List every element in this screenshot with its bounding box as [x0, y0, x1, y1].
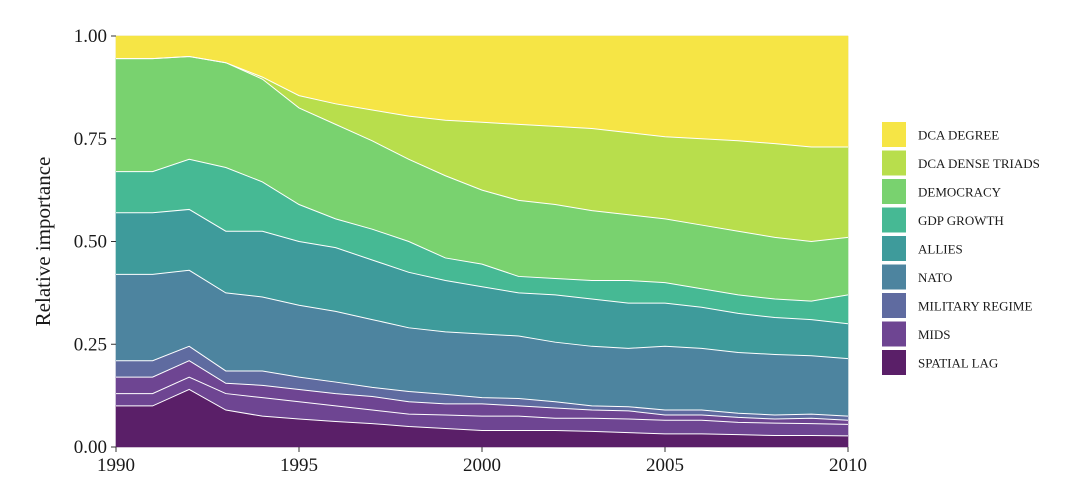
axes: 0.00 0.25 0.50 0.75 1.00 1990 1995 2000 2005 2010… — [31, 26, 867, 476]
x-tick-label: 2000 — [463, 455, 501, 476]
legend-label: DCA DEGREE — [918, 128, 999, 143]
x-tick-label: 1990 — [97, 455, 135, 476]
legend-label: MIDS — [918, 327, 951, 342]
legend-label: SPATIAL LAG — [918, 356, 998, 371]
series-boundary-line — [116, 345, 849, 417]
legend-label: DCA DENSE TRIADS — [918, 156, 1040, 171]
x-tick-label: 2005 — [646, 455, 684, 476]
legend-label: GDP GROWTH — [918, 213, 1004, 228]
y-axis-title: Relative importance — [31, 157, 55, 327]
y-tick-label: 0.75 — [74, 129, 107, 150]
y-tick-label: 0.50 — [74, 232, 107, 253]
series-boundary-line — [116, 388, 849, 437]
x-tick-label: 2010 — [829, 455, 867, 476]
legend-label: MILITARY REGIME — [918, 299, 1032, 314]
legend: DCA DEGREE DCA DENSE TRIADS DEMOCRACY GDP G… — [882, 122, 1040, 375]
legend-swatch — [882, 350, 906, 375]
series-boundary-line — [116, 360, 849, 421]
legend-item: GDP GROWTH — [882, 207, 1004, 233]
legend-item: DCA DENSE TRIADS — [882, 150, 1040, 176]
legend-swatch — [882, 207, 906, 233]
legend-swatch — [882, 293, 906, 318]
series-boundaries — [116, 56, 849, 437]
series-boundary-line — [116, 269, 849, 360]
series-boundary-line — [116, 158, 849, 302]
legend-item: SPATIAL LAG — [882, 350, 998, 375]
series-boundary-line — [116, 56, 848, 148]
y-tick-label: 0.25 — [74, 334, 107, 355]
legend-item: ALLIES — [882, 236, 963, 261]
y-tick-label: 1.00 — [74, 26, 107, 47]
legend-item: DEMOCRACY — [882, 179, 1002, 204]
legend-item: DCA DEGREE — [882, 122, 999, 147]
legend-swatch — [882, 122, 906, 147]
legend-swatch — [882, 236, 906, 261]
legend-item: NATO — [882, 264, 952, 290]
legend-swatch — [882, 150, 906, 176]
series-boundary-line — [116, 56, 849, 243]
legend-label: DEMOCRACY — [918, 185, 1002, 200]
legend-swatch — [882, 321, 906, 347]
series-boundary-line — [116, 376, 849, 425]
series-boundary-line — [116, 208, 849, 325]
legend-swatch — [882, 264, 906, 290]
legend-item: MIDS — [882, 321, 951, 347]
legend-label: ALLIES — [918, 242, 963, 257]
y-tick-label: 0.00 — [74, 437, 107, 458]
legend-label: NATO — [918, 270, 952, 285]
legend-swatch — [882, 179, 906, 204]
plot-areas — [115, 35, 849, 448]
x-tick-label: 1995 — [280, 455, 318, 476]
legend-item: MILITARY REGIME — [882, 293, 1032, 318]
